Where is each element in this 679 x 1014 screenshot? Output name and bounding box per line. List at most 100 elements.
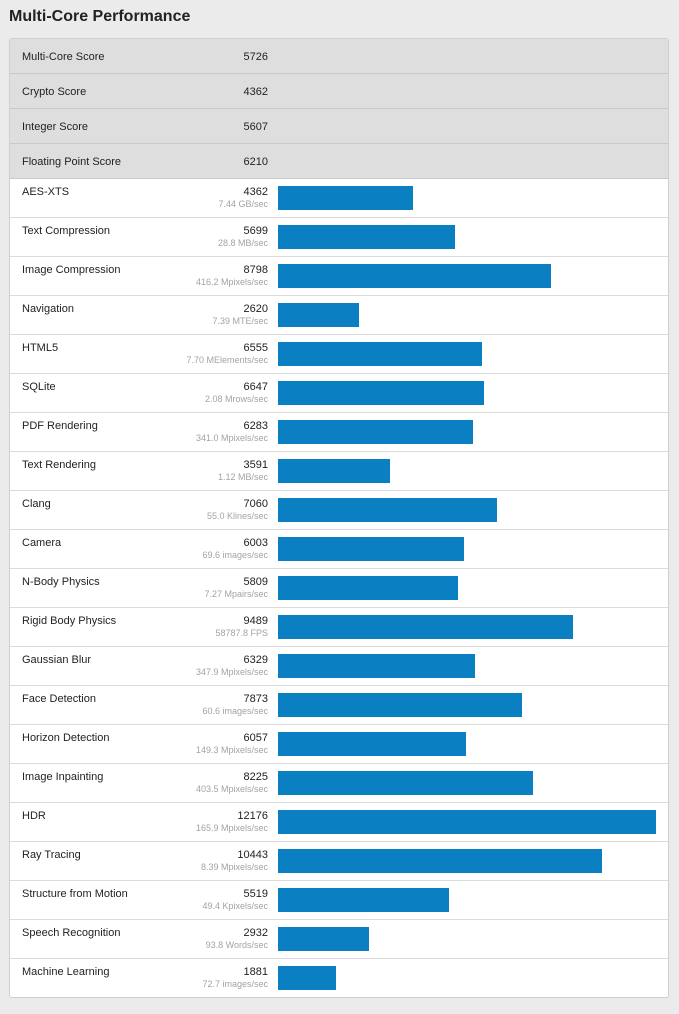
- benchmark-score: 5809: [243, 576, 268, 588]
- benchmark-row: AES-XTS 4362 7.44 GB/sec: [10, 179, 668, 218]
- benchmark-score: 6003: [243, 537, 268, 549]
- benchmark-rate: 341.0 Mpixels/sec: [195, 433, 268, 443]
- score-bar-track: [278, 498, 656, 522]
- benchmark-name: N-Body Physics: [22, 576, 100, 588]
- benchmark-name: Face Detection: [22, 693, 96, 705]
- benchmark-name: Speech Recognition: [22, 927, 121, 939]
- benchmark-name: Rigid Body Physics: [22, 615, 117, 627]
- benchmark-rate: 28.8 MB/sec: [217, 238, 268, 248]
- benchmark-rate: 49.4 Kpixels/sec: [202, 901, 268, 911]
- score-bar-track: [278, 771, 656, 795]
- benchmark-rate: 55.0 Klines/sec: [206, 511, 268, 521]
- score-bar-track: [278, 888, 656, 912]
- benchmark-name: PDF Rendering: [22, 420, 98, 432]
- score-bar-track: [278, 264, 656, 288]
- benchmark-score: 7060: [243, 498, 268, 510]
- benchmark-score: 2932: [243, 927, 268, 939]
- benchmark-score: 2620: [243, 303, 268, 315]
- benchmark-row: Image Compression 8798 416.2 Mpixels/sec: [10, 257, 668, 296]
- benchmark-name: Camera: [22, 537, 62, 549]
- page-title: Multi-Core Performance: [9, 8, 191, 25]
- benchmark-rate: 7.44 GB/sec: [218, 199, 268, 209]
- score-bar-track: [278, 342, 656, 366]
- benchmark-name: Text Compression: [22, 225, 111, 237]
- benchmark-rate: 1.12 MB/sec: [217, 472, 268, 482]
- benchmark-score: 8798: [243, 264, 268, 276]
- score-bar-track: [278, 810, 656, 834]
- benchmark-rate: 149.3 Mpixels/sec: [195, 745, 268, 755]
- score-bar: [278, 693, 523, 717]
- score-bar-track: [278, 693, 656, 717]
- summary-row: Multi-Core Score 5726: [10, 39, 668, 74]
- benchmark-name: SQLite: [22, 381, 56, 393]
- benchmark-name: Ray Tracing: [22, 849, 81, 861]
- score-bar: [278, 264, 552, 288]
- benchmark-rate: 347.9 Mpixels/sec: [195, 667, 268, 677]
- score-bar: [278, 381, 485, 405]
- score-bar: [278, 810, 656, 834]
- benchmark-score: 6329: [243, 654, 268, 666]
- score-bar-track: [278, 420, 656, 444]
- benchmark-score: 10443: [237, 849, 268, 861]
- benchmark-score: 6057: [243, 732, 268, 744]
- benchmark-name: Text Rendering: [22, 459, 96, 471]
- benchmark-row: Navigation 2620 7.39 MTE/sec: [10, 296, 668, 335]
- benchmark-row: Gaussian Blur 6329 347.9 Mpixels/sec: [10, 647, 668, 686]
- benchmark-name: Navigation: [22, 303, 74, 315]
- benchmark-score: 6283: [243, 420, 268, 432]
- summary-name: Floating Point Score: [22, 156, 122, 168]
- benchmark-rate: 8.39 Mpixels/sec: [200, 862, 268, 872]
- summary-row: Integer Score 5607: [10, 109, 668, 144]
- score-bar: [278, 342, 482, 366]
- benchmark-row: SQLite 6647 2.08 Mrows/sec: [10, 374, 668, 413]
- score-bar: [278, 771, 534, 795]
- benchmark-row: Image Inpainting 8225 403.5 Mpixels/sec: [10, 764, 668, 803]
- benchmark-score: 4362: [243, 186, 268, 198]
- benchmark-name: HDR: [22, 810, 46, 822]
- score-bar: [278, 888, 450, 912]
- benchmark-rate: 165.9 Mpixels/sec: [195, 823, 268, 833]
- benchmark-score: 12176: [237, 810, 268, 822]
- score-bar-track: [278, 576, 656, 600]
- benchmark-rate: 7.39 MTE/sec: [212, 316, 268, 326]
- benchmark-rate: 93.8 Words/sec: [205, 940, 268, 950]
- score-bar: [278, 654, 475, 678]
- benchmark-score: 7873: [243, 693, 268, 705]
- benchmark-row: N-Body Physics 5809 7.27 Mpairs/sec: [10, 569, 668, 608]
- benchmark-row: Text Rendering 3591 1.12 MB/sec: [10, 452, 668, 491]
- score-bar-track: [278, 927, 656, 951]
- benchmark-score: 6555: [243, 342, 268, 354]
- benchmark-row: Horizon Detection 6057 149.3 Mpixels/sec: [10, 725, 668, 764]
- benchmark-name: AES-XTS: [22, 186, 70, 198]
- summary-name: Multi-Core Score: [22, 51, 105, 63]
- summary-row: Floating Point Score 6210: [10, 144, 668, 179]
- score-bar: [278, 225, 455, 249]
- results-table: Multi-Core Score 5726 Crypto Score 4362 Inte…: [9, 38, 669, 998]
- benchmark-score: 3591: [243, 459, 268, 471]
- benchmark-row: Rigid Body Physics 9489 58787.8 FPS: [10, 608, 668, 647]
- benchmark-row: Machine Learning 1881 72.7 images/sec: [10, 959, 668, 997]
- benchmark-score: 1881: [243, 966, 268, 978]
- benchmark-row: HTML5 6555 7.70 MElements/sec: [10, 335, 668, 374]
- benchmark-name: HTML5: [22, 342, 59, 354]
- score-bar: [278, 537, 465, 561]
- score-bar-track: [278, 381, 656, 405]
- score-bar: [278, 732, 466, 756]
- summary-name: Crypto Score: [22, 86, 87, 98]
- score-bar-track: [278, 225, 656, 249]
- score-bar-track: [278, 732, 656, 756]
- benchmark-row: Clang 7060 55.0 Klines/sec: [10, 491, 668, 530]
- summary-score: 4362: [243, 86, 268, 98]
- score-bar-track: [278, 849, 656, 873]
- score-bar-track: [278, 303, 656, 327]
- score-bar: [278, 849, 603, 873]
- score-bar: [278, 498, 498, 522]
- benchmark-score: 5519: [243, 888, 268, 900]
- benchmark-rate: 403.5 Mpixels/sec: [195, 784, 268, 794]
- benchmark-row: Ray Tracing 10443 8.39 Mpixels/sec: [10, 842, 668, 881]
- summary-score: 6210: [243, 156, 268, 168]
- summary-score: 5726: [243, 51, 268, 63]
- score-bar-track: [278, 459, 656, 483]
- score-bar: [278, 576, 459, 600]
- benchmark-name: Image Inpainting: [22, 771, 104, 783]
